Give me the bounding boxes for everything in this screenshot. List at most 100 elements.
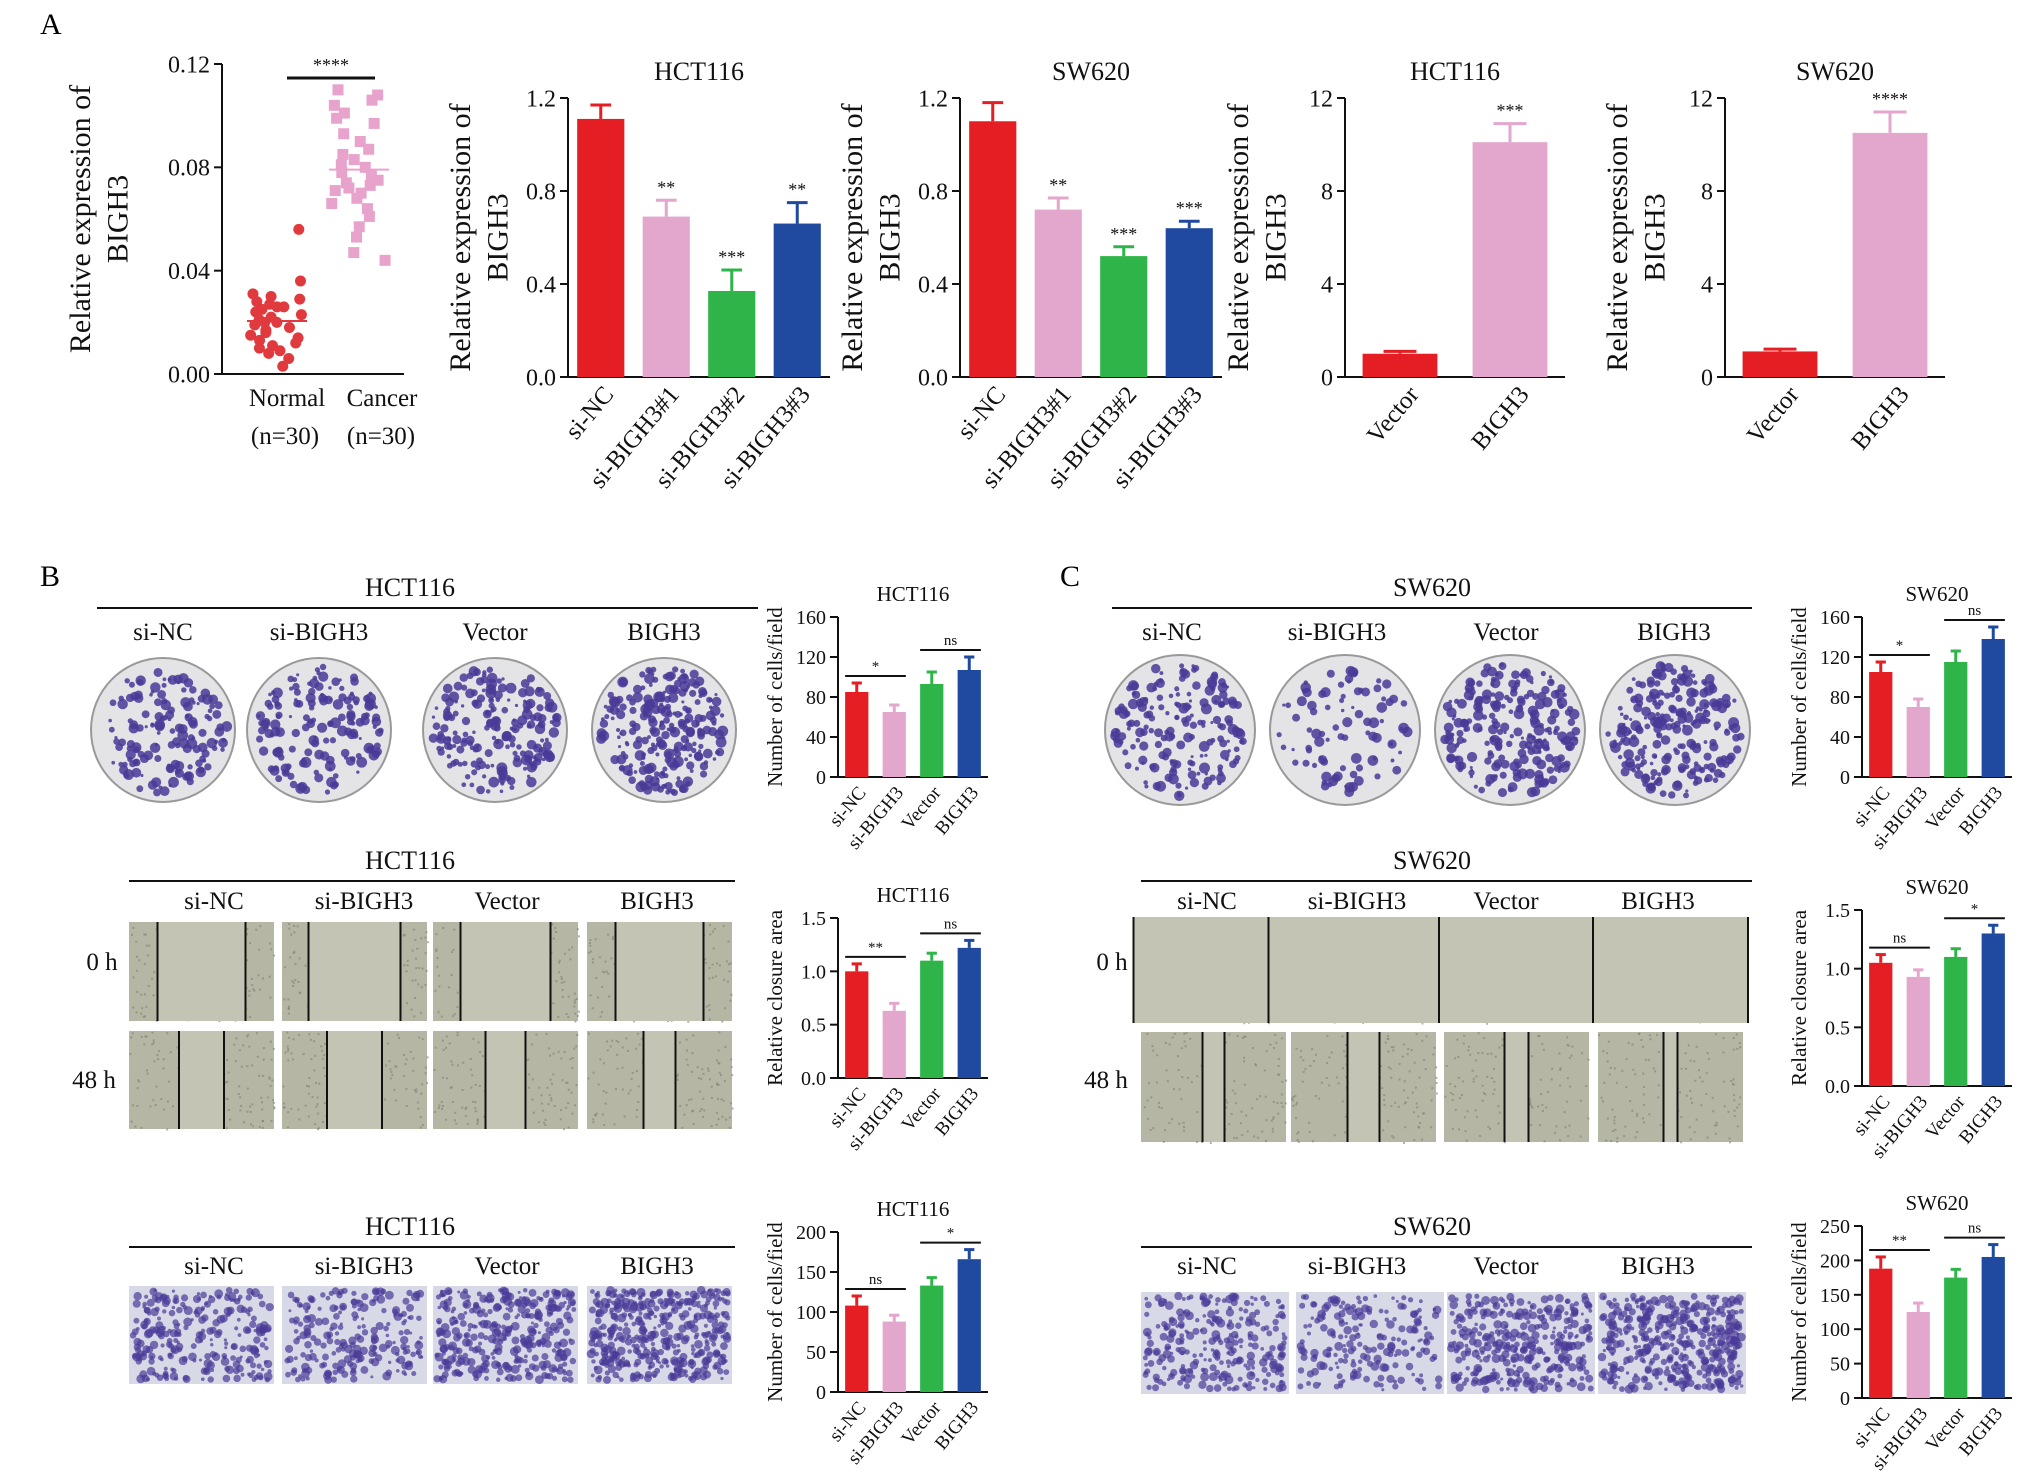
transwell-cell: [323, 1371, 332, 1381]
transwell-cell: [524, 1367, 530, 1373]
wound-texture: [145, 1069, 148, 1072]
transwell-cell: [566, 1290, 575, 1299]
wound-texture: [1341, 1100, 1344, 1103]
transwell-cell: [325, 1295, 331, 1301]
colony-spot: [282, 769, 289, 776]
colony-spot: [536, 686, 541, 692]
colony-spot: [1456, 741, 1460, 746]
transwell-cell: [347, 1360, 354, 1367]
wound-texture: [403, 964, 406, 967]
colony-spot: [1209, 774, 1216, 781]
wound-texture: [472, 1037, 475, 1040]
transwell-cell: [557, 1321, 565, 1329]
transwell-cell: [332, 1369, 339, 1376]
wound-texture: [1182, 1129, 1185, 1132]
colony-spot: [1670, 678, 1679, 686]
colony-spot: [678, 720, 688, 730]
colony-spot: [481, 688, 486, 693]
colony-spot: [672, 761, 680, 769]
wound-texture: [474, 1083, 477, 1086]
transwell-cell: [511, 1336, 520, 1345]
wound-texture: [712, 947, 715, 950]
transwell-cell: [486, 1291, 493, 1298]
colony-spot: [1460, 719, 1470, 728]
colony-spot: [708, 697, 713, 703]
colony-spot: [714, 749, 720, 755]
wound-texture: [157, 1058, 160, 1061]
colony-spot: [683, 745, 687, 750]
transwell-cell: [293, 1356, 298, 1361]
colony-spot: [1709, 742, 1719, 752]
colony-spot: [300, 756, 312, 768]
a_hct_ov-ytick-label: 4: [1321, 272, 1333, 298]
wound-texture: [269, 1084, 272, 1087]
colony-spot: [659, 720, 664, 725]
colony-spot: [1124, 762, 1132, 770]
b_wound-ytick-label: 0.5: [801, 1015, 826, 1037]
colony-spot: [1686, 697, 1696, 707]
wound-texture: [272, 1101, 275, 1104]
transwell-cell: [658, 1361, 662, 1365]
wound-texture: [1274, 1033, 1277, 1036]
wound-texture: [591, 961, 594, 964]
a_sw_si-bar: [1100, 256, 1148, 377]
transwell-cell: [478, 1321, 483, 1326]
colony-spot: [1499, 771, 1507, 779]
colony-spot: [485, 789, 491, 794]
colony-spot: [140, 773, 144, 778]
transwell-cell: [676, 1348, 681, 1353]
panel-label-a: A: [40, 8, 62, 41]
transwell-cell: [233, 1288, 240, 1295]
colony-spot: [324, 789, 331, 795]
wound-texture: [552, 1052, 555, 1055]
wound-texture: [710, 1085, 713, 1088]
transwell-cell: [410, 1292, 420, 1302]
transwell-cell: [233, 1298, 241, 1305]
c_colony-ytick-label: 80: [1830, 687, 1850, 709]
colony-spot: [293, 688, 301, 696]
a_hct_ov-bar: [1472, 142, 1548, 377]
wound-texture: [477, 1041, 480, 1044]
wound-texture: [1165, 1069, 1168, 1072]
colony-spot: [664, 751, 672, 759]
colony-spot: [1476, 680, 1483, 687]
scatter-point-cancer: [332, 84, 344, 96]
transwell-cell: [302, 1367, 308, 1373]
b-time-label: 0 h: [86, 949, 118, 976]
colony-spot: [1382, 679, 1392, 689]
colony-spot: [665, 684, 675, 695]
wound-texture: [569, 958, 572, 961]
wound-texture: [1328, 1084, 1331, 1087]
wound-texture: [471, 1100, 474, 1103]
transwell-cell: [150, 1355, 154, 1359]
colony-spot: [1481, 695, 1491, 705]
scatter-point-normal: [283, 322, 295, 333]
transwell-cell: [410, 1351, 416, 1358]
transwell-cell: [523, 1358, 528, 1364]
wound-texture: [456, 1006, 459, 1009]
wound-texture: [293, 924, 296, 927]
colony-spot: [1233, 701, 1242, 710]
colony-spot: [1166, 726, 1175, 736]
a_hct_si-ytick-label: 0.8: [526, 179, 556, 205]
scatter-point-normal: [278, 301, 290, 313]
transwell-cell: [507, 1365, 513, 1371]
transwell-cell: [571, 1307, 577, 1312]
transwell-cell: [439, 1344, 449, 1354]
wound-texture: [272, 1099, 275, 1102]
wound-texture: [454, 1111, 457, 1114]
wound-texture: [425, 969, 428, 972]
wound-texture: [1225, 1106, 1228, 1109]
wound-texture: [323, 1054, 326, 1057]
wound-texture: [1235, 1137, 1238, 1140]
wound-texture: [262, 1120, 265, 1123]
wound-texture: [543, 1121, 546, 1124]
wound-texture: [1398, 1062, 1401, 1065]
colony-spot: [1127, 698, 1139, 710]
wound-texture: [262, 1058, 265, 1061]
wound-texture: [414, 957, 417, 960]
transwell-cell: [230, 1343, 237, 1350]
wound-texture: [1423, 1112, 1426, 1115]
wound-texture: [666, 1020, 669, 1023]
transwell-cell: [541, 1352, 549, 1361]
